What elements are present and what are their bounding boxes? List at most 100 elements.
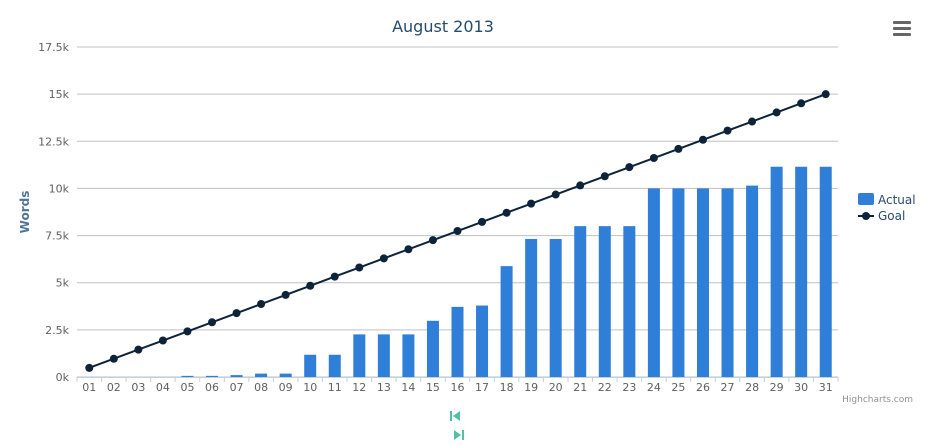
goal-point[interactable] xyxy=(281,290,290,299)
actual-bar[interactable] xyxy=(525,238,538,377)
x-tick-label: 02 xyxy=(107,381,121,394)
goal-point[interactable] xyxy=(208,318,217,327)
y-tick-label: 12.5k xyxy=(38,135,69,148)
actual-bar[interactable] xyxy=(426,320,439,377)
goal-point[interactable] xyxy=(723,126,732,135)
legend-goal-marker[interactable] xyxy=(862,212,870,220)
skip-last-icon[interactable] xyxy=(452,428,466,442)
goal-point[interactable] xyxy=(453,227,462,236)
x-tick-label: 26 xyxy=(696,381,710,394)
goal-point[interactable] xyxy=(330,272,339,281)
actual-bar[interactable] xyxy=(181,375,194,377)
actual-bar[interactable] xyxy=(746,185,759,377)
actual-bar[interactable] xyxy=(328,354,341,377)
goal-point[interactable] xyxy=(478,217,487,226)
menu-icon[interactable] xyxy=(889,18,915,40)
goal-point[interactable] xyxy=(109,354,118,363)
legend-goal-label[interactable]: Goal xyxy=(878,209,905,223)
goal-point[interactable] xyxy=(748,117,757,126)
menu-icon-bar xyxy=(893,33,911,36)
y-tick-label: 2.5k xyxy=(45,324,69,337)
actual-bar[interactable] xyxy=(304,354,317,377)
skip-first-icon[interactable] xyxy=(448,409,462,423)
y-tick-label: 15k xyxy=(49,88,70,101)
menu-icon-bar xyxy=(893,21,911,24)
actual-bar[interactable] xyxy=(819,166,832,377)
x-tick-label: 13 xyxy=(377,381,391,394)
x-tick-label: 25 xyxy=(671,381,685,394)
actual-bars xyxy=(181,166,832,377)
actual-bar[interactable] xyxy=(647,188,660,377)
goal-point[interactable] xyxy=(698,135,707,144)
goal-point[interactable] xyxy=(134,345,143,354)
grid xyxy=(77,46,838,378)
actual-bar[interactable] xyxy=(672,188,685,377)
actual-bar[interactable] xyxy=(353,334,366,377)
actual-bar[interactable] xyxy=(402,334,415,377)
actual-bar[interactable] xyxy=(476,305,489,377)
legend-actual-label[interactable]: Actual xyxy=(878,193,916,207)
goal-point[interactable] xyxy=(502,208,511,217)
credits-link[interactable]: Highcharts.com xyxy=(842,395,913,405)
x-tick-label: 04 xyxy=(156,381,170,394)
actual-bar[interactable] xyxy=(377,334,390,377)
goal-point[interactable] xyxy=(379,254,388,263)
y-axis-label: Words xyxy=(18,191,32,234)
actual-bar[interactable] xyxy=(574,226,587,377)
goal-point[interactable] xyxy=(576,181,585,190)
goal-point[interactable] xyxy=(257,300,266,309)
actual-bar[interactable] xyxy=(721,188,734,377)
goal-point[interactable] xyxy=(600,172,609,181)
chart: August 2013 0k 2.5k 5k 7.5k 10k 12.5k 15k 17.5k… xyxy=(18,17,916,405)
actual-bar[interactable] xyxy=(770,166,783,377)
actual-bar[interactable] xyxy=(255,373,268,377)
goal-point[interactable] xyxy=(625,163,634,172)
x-tick-label: 06 xyxy=(205,381,219,394)
goal-point[interactable] xyxy=(404,245,413,254)
actual-bar[interactable] xyxy=(206,375,219,377)
x-tick-label: 28 xyxy=(745,381,759,394)
actual-bar[interactable] xyxy=(549,238,562,377)
actual-bar[interactable] xyxy=(598,226,611,377)
x-tick-label: 30 xyxy=(794,381,808,394)
goal-point[interactable] xyxy=(183,327,192,336)
goal-point[interactable] xyxy=(527,199,536,208)
x-tick-label: 07 xyxy=(230,381,244,394)
goal-point[interactable] xyxy=(232,309,241,318)
chart-title: August 2013 xyxy=(392,17,494,36)
goal-point[interactable] xyxy=(797,99,806,108)
x-tick-label: 12 xyxy=(352,381,366,394)
x-tick-label: 03 xyxy=(131,381,145,394)
goal-point[interactable] xyxy=(821,90,830,99)
legend[interactable]: Actual Goal xyxy=(858,193,916,223)
y-tick-label: 10k xyxy=(49,182,70,195)
x-tick-label: 16 xyxy=(451,381,465,394)
x-tick-label: 18 xyxy=(500,381,514,394)
actual-bar[interactable] xyxy=(230,375,243,377)
x-tick-label: 29 xyxy=(770,381,784,394)
goal-point[interactable] xyxy=(85,363,94,372)
actual-bar[interactable] xyxy=(279,373,292,377)
goal-point[interactable] xyxy=(674,144,683,153)
x-tick-label: 23 xyxy=(622,381,636,394)
actual-bar[interactable] xyxy=(623,226,636,377)
goal-point[interactable] xyxy=(649,154,658,163)
goal-point[interactable] xyxy=(158,336,167,345)
goal-line xyxy=(85,90,830,372)
goal-point[interactable] xyxy=(551,190,560,199)
menu-icon-bar xyxy=(893,27,911,30)
actual-bar[interactable] xyxy=(795,166,808,377)
legend-actual-swatch[interactable] xyxy=(858,193,874,205)
actual-bar[interactable] xyxy=(500,266,513,377)
goal-point[interactable] xyxy=(428,236,437,245)
x-tick-label: 19 xyxy=(524,381,538,394)
actual-bar[interactable] xyxy=(696,188,709,377)
goal-point[interactable] xyxy=(306,281,315,290)
x-tick-label: 01 xyxy=(82,381,96,394)
goal-point[interactable] xyxy=(772,108,781,117)
x-tick-label: 22 xyxy=(598,381,612,394)
y-tick-label: 5k xyxy=(56,277,70,290)
x-axis-ticks: 01 02 03 04 05 06 07 08 09 10 11 12 13 14 15 16 17 18 19 20… xyxy=(76,377,839,394)
actual-bar[interactable] xyxy=(451,306,464,377)
goal-point[interactable] xyxy=(355,263,364,272)
